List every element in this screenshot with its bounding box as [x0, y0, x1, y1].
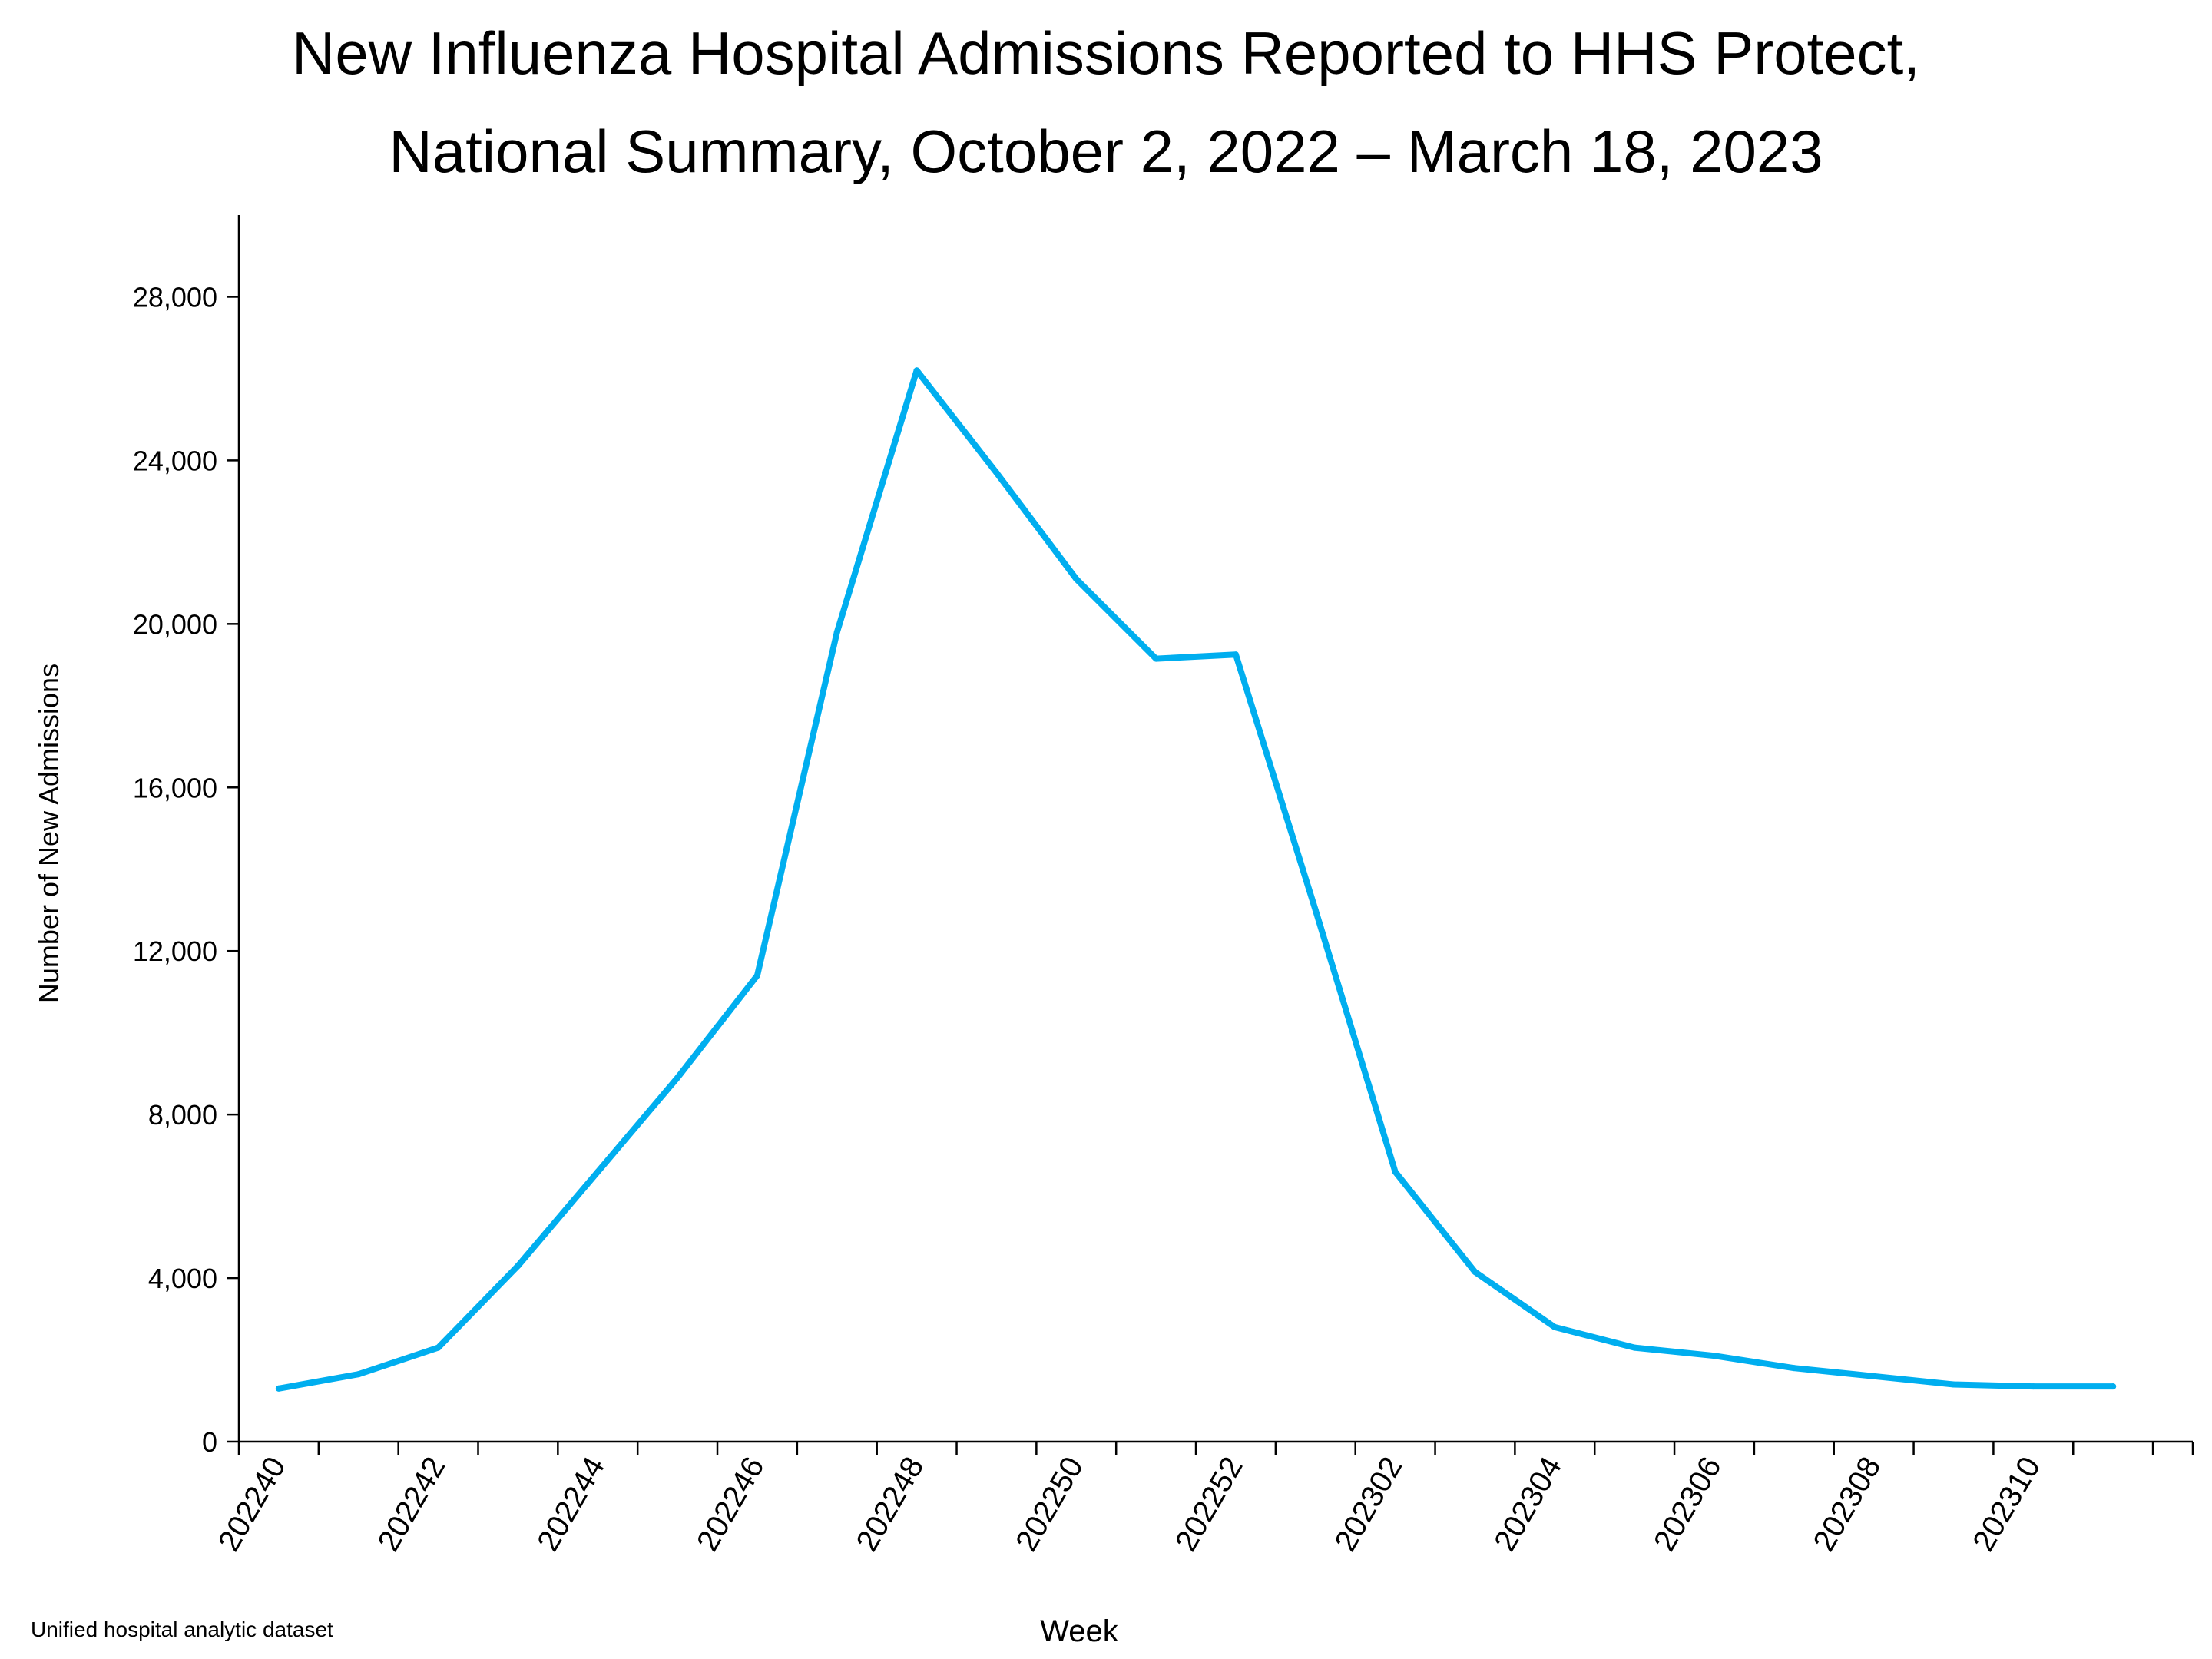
data-point: [2110, 1383, 2117, 1390]
data-point: [435, 1344, 442, 1351]
y-tick-label: 12,000: [133, 935, 217, 967]
x-tick-label: 202304: [1488, 1452, 1568, 1558]
data-point: [1551, 1323, 1558, 1330]
x-tick-label: 202302: [1329, 1452, 1409, 1558]
x-tick-label: 202248: [850, 1452, 931, 1558]
y-tick-label: 16,000: [133, 772, 217, 803]
data-point: [1472, 1269, 1479, 1276]
data-point: [913, 367, 920, 374]
data-point: [515, 1263, 522, 1270]
data-point: [1153, 655, 1160, 662]
data-point: [1870, 1373, 1877, 1379]
y-tick-label: 4,000: [148, 1263, 217, 1294]
data-point: [1950, 1381, 1957, 1388]
data-point: [753, 972, 760, 979]
data-point: [833, 628, 840, 635]
data-point: [355, 1371, 362, 1378]
data-point: [1392, 1168, 1399, 1175]
data-point: [674, 1075, 681, 1081]
data-point: [594, 1168, 601, 1175]
x-tick-label: 202310: [1966, 1452, 2047, 1558]
data-point: [1631, 1344, 1638, 1351]
y-tick-label: 24,000: [133, 445, 217, 476]
series-layer: [275, 367, 2117, 1392]
x-tick-label: 202252: [1169, 1452, 1250, 1558]
source-note: Unified hospital analytic dataset: [31, 1618, 333, 1641]
axes: [237, 215, 2193, 1443]
x-tick-label: 202306: [1647, 1452, 1728, 1558]
data-point: [1312, 906, 1319, 913]
series-line: [275, 367, 2117, 1392]
y-axis-ticks: 0 4,000 8,000 12,000 16,000 20,000 24,000 28,00…: [133, 281, 239, 1458]
y-tick-label: 20,000: [133, 608, 217, 640]
y-tick-label: 28,000: [133, 281, 217, 313]
data-point: [1790, 1365, 1797, 1372]
data-point: [2030, 1383, 2037, 1390]
x-tick-label: 202246: [690, 1452, 771, 1558]
data-point: [275, 1385, 282, 1392]
x-tick-label: 202242: [372, 1452, 452, 1558]
chart-subtitle: National Summary, October 2, 2022 – Marc…: [389, 118, 1823, 185]
x-axis-ticks: 202240 202242 202244 202246 202248 202250 2022…: [212, 1442, 2194, 1558]
x-tick-label: 202240: [212, 1452, 293, 1558]
x-tick-label: 202244: [531, 1452, 611, 1558]
x-tick-label: 202308: [1807, 1452, 1888, 1558]
data-point: [1073, 575, 1080, 582]
chart-title: New Influenza Hospital Admissions Report…: [292, 19, 1920, 87]
x-tick-label: 202250: [1009, 1452, 1090, 1558]
y-tick-label: 0: [202, 1426, 217, 1458]
y-tick-label: 8,000: [148, 1099, 217, 1131]
data-point: [1710, 1353, 1717, 1359]
data-point: [1232, 651, 1239, 658]
data-point: [993, 469, 1000, 476]
